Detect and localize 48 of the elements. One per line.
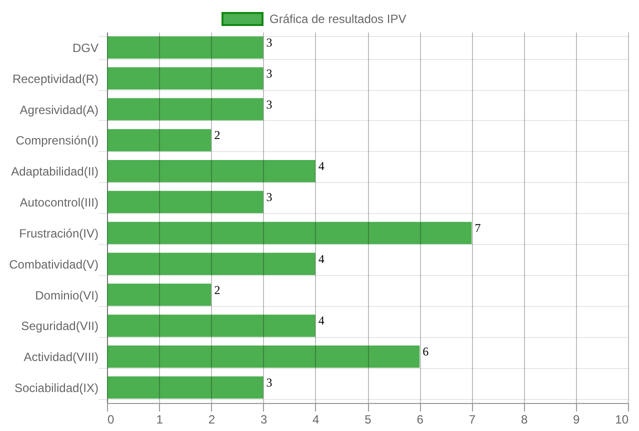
- legend-label: Gráfica de resultados IPV: [270, 12, 406, 26]
- data-label: 3: [266, 35, 272, 50]
- y-tick-label: Seguridad(VII): [21, 319, 98, 334]
- y-tick-label: Receptividad(R): [12, 72, 98, 86]
- y-tick-label: Combatividad(V): [9, 257, 98, 272]
- x-tick-label: 6: [416, 412, 424, 426]
- bar: [107, 160, 316, 182]
- bar: [107, 98, 264, 120]
- y-tick-label: Agresividad(A): [20, 102, 98, 117]
- data-label: 3: [266, 190, 272, 204]
- y-tick-label: Actividad(VIII): [24, 350, 98, 364]
- bar: [107, 129, 212, 152]
- data-label: 4: [318, 314, 324, 328]
- data-label: 6: [422, 344, 429, 359]
- bar: [107, 36, 264, 59]
- y-tick-label: DGV: [72, 40, 98, 55]
- bar: [107, 252, 316, 276]
- x-tick-label: 0: [108, 412, 114, 426]
- data-label: 7: [474, 220, 481, 235]
- bar: [107, 284, 212, 306]
- x-tick-label: 10: [615, 412, 629, 426]
- data-label: 3: [266, 376, 272, 390]
- x-tick-label: 5: [364, 412, 372, 426]
- bar: [107, 190, 264, 214]
- data-label: 3: [266, 66, 272, 80]
- y-tick-label: Comprensión(I): [16, 134, 98, 148]
- data-label: 4: [318, 159, 324, 174]
- y-tick-label: Frustración(IV): [19, 226, 98, 240]
- x-tick-label: 9: [573, 412, 580, 426]
- bar: [107, 67, 264, 90]
- y-tick-label: Dominio(VI): [35, 288, 98, 302]
- bar: [107, 314, 316, 337]
- x-tick-label: 4: [312, 412, 320, 426]
- x-tick-label: 3: [260, 412, 268, 426]
- data-label: 2: [214, 282, 220, 297]
- x-tick-label: 2: [208, 412, 216, 426]
- x-tick-label: 8: [520, 412, 528, 426]
- bar: [107, 222, 472, 244]
- data-label: 2: [214, 128, 220, 142]
- y-tick-label: Adaptabilidad(II): [11, 164, 98, 179]
- y-tick-label: Autocontrol(III): [20, 196, 98, 210]
- bar: [107, 345, 420, 368]
- data-label: 3: [266, 97, 272, 112]
- x-tick-label: 7: [468, 412, 476, 426]
- data-label: 4: [318, 252, 324, 266]
- x-tick-label: 1: [156, 412, 164, 426]
- bar: [107, 376, 264, 399]
- y-tick-label: Sociabilidad(IX): [14, 381, 98, 396]
